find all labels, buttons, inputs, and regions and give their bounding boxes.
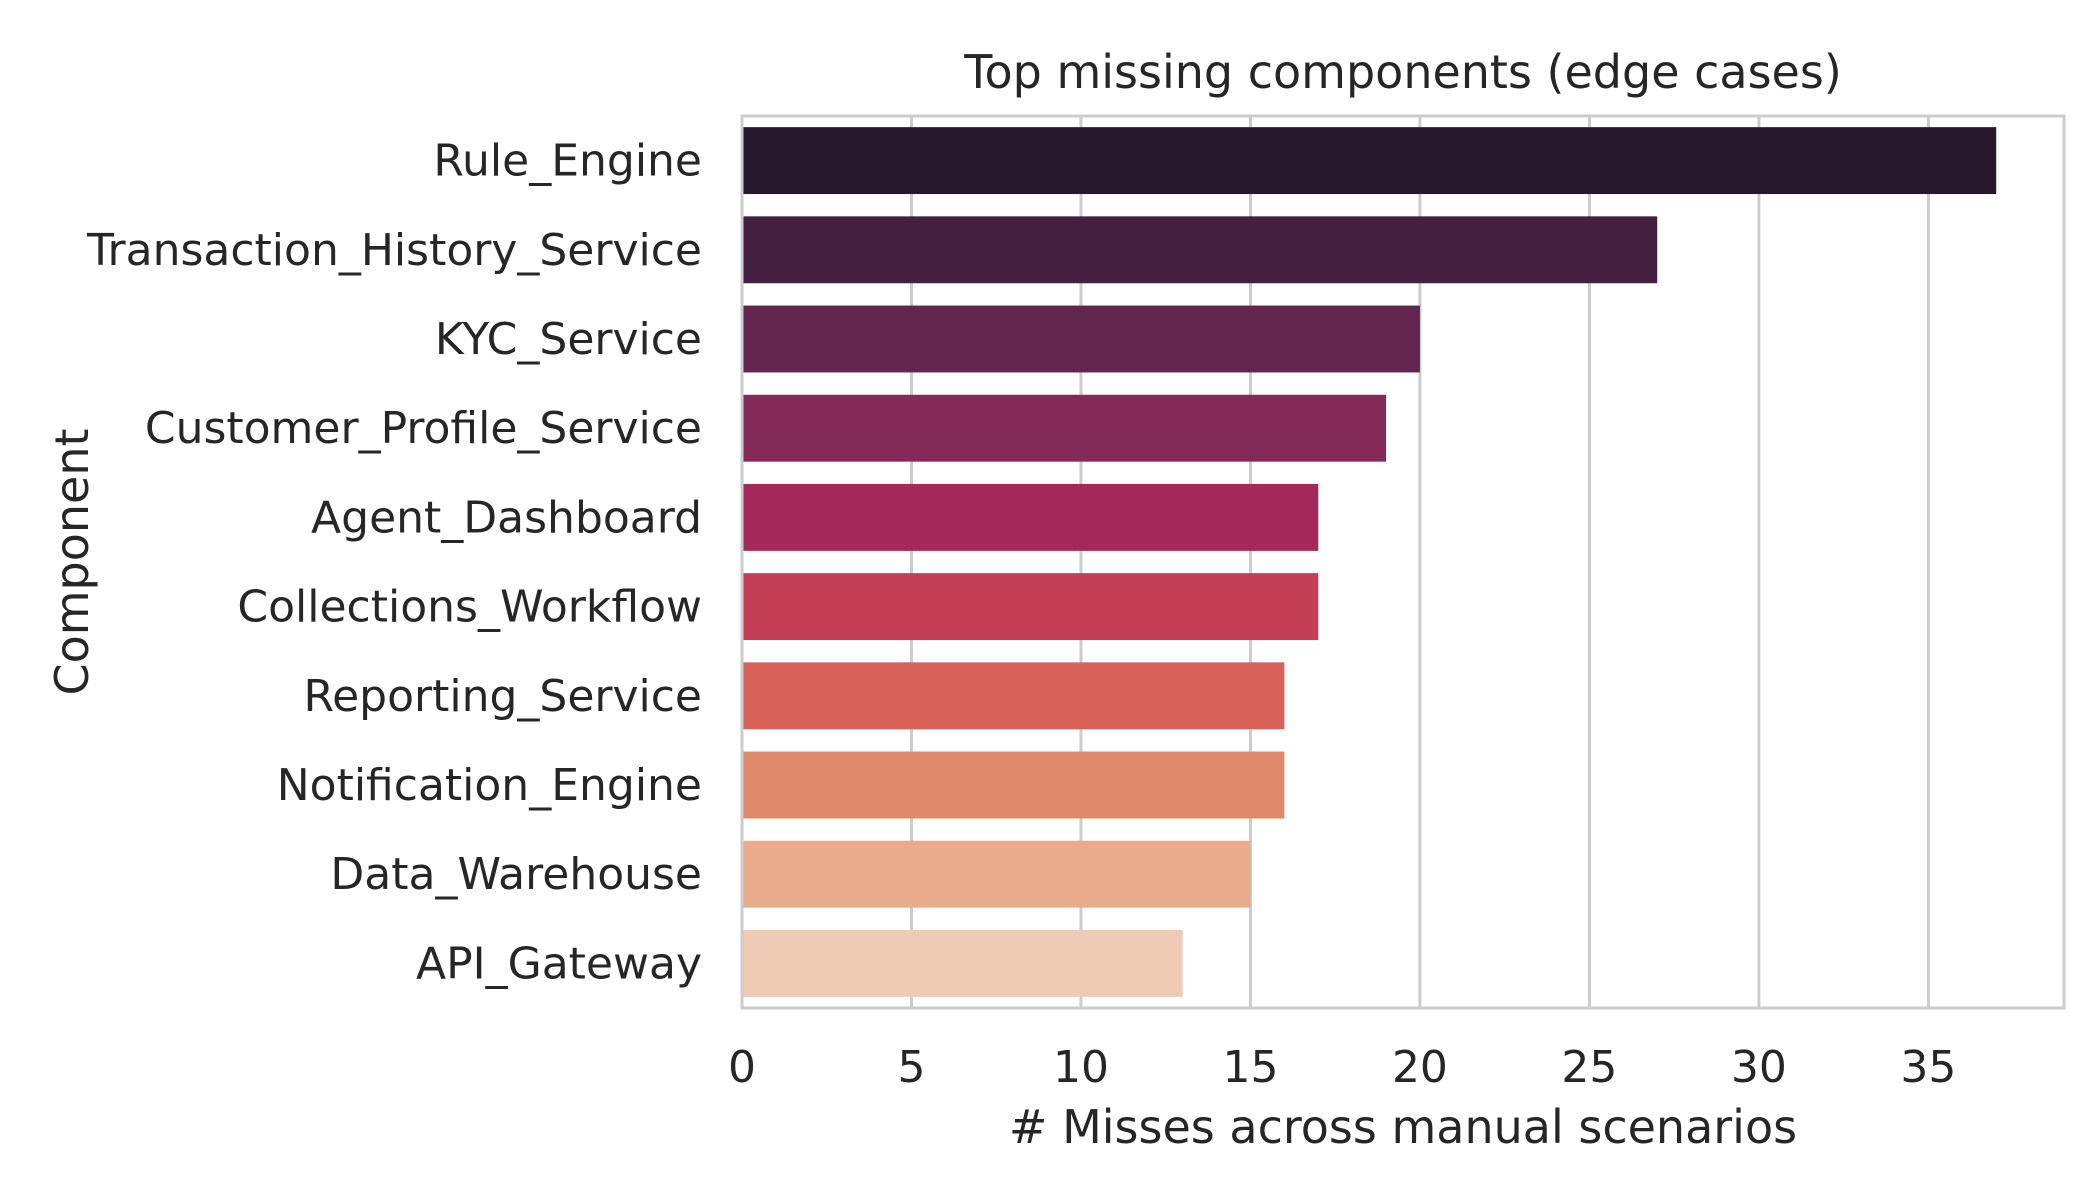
chart-title: Top missing components (edge cases) <box>963 45 1842 99</box>
x-tick-label: 20 <box>1392 1042 1448 1093</box>
x-tick-label: 5 <box>897 1042 925 1093</box>
bar <box>742 216 1658 284</box>
bar <box>742 305 1420 373</box>
x-tick-label: 35 <box>1900 1042 1956 1093</box>
y-category-label: Collections_Workflow <box>237 582 702 633</box>
bar <box>742 127 1997 195</box>
y-category-label: KYC_Service <box>435 314 702 365</box>
bar <box>742 662 1285 730</box>
bar <box>742 751 1285 819</box>
x-tick-label: 0 <box>728 1042 756 1093</box>
y-category-label: API_Gateway <box>416 938 702 989</box>
y-category-label: Data_Warehouse <box>330 849 702 900</box>
x-tick-label: 15 <box>1222 1042 1278 1093</box>
x-tick-labels: 0 5 10 15 20 25 30 35 <box>728 1042 1956 1093</box>
x-axis-title: # Misses across manual scenarios <box>1009 1100 1797 1154</box>
y-axis-title: Component <box>45 428 99 695</box>
y-category-label: Customer_Profile_Service <box>145 403 702 454</box>
y-category-label: Rule_Engine <box>433 136 702 187</box>
y-category-label: Reporting_Service <box>303 671 702 722</box>
bars <box>742 127 1997 997</box>
x-tick-label: 10 <box>1053 1042 1109 1093</box>
y-category-label: Agent_Dashboard <box>311 492 702 543</box>
y-category-label: Transaction_History_Service <box>86 225 702 276</box>
x-tick-label: 30 <box>1731 1042 1787 1093</box>
bar <box>742 394 1387 462</box>
y-category-label: Notification_Engine <box>277 760 702 811</box>
bar <box>742 483 1319 551</box>
bar <box>742 573 1319 641</box>
bar <box>742 840 1251 908</box>
x-tick-label: 25 <box>1561 1042 1617 1093</box>
y-category-labels: Rule_Engine Transaction_History_Service KY… <box>86 136 702 990</box>
plot-frame <box>740 114 2066 1010</box>
bar <box>742 929 1183 997</box>
